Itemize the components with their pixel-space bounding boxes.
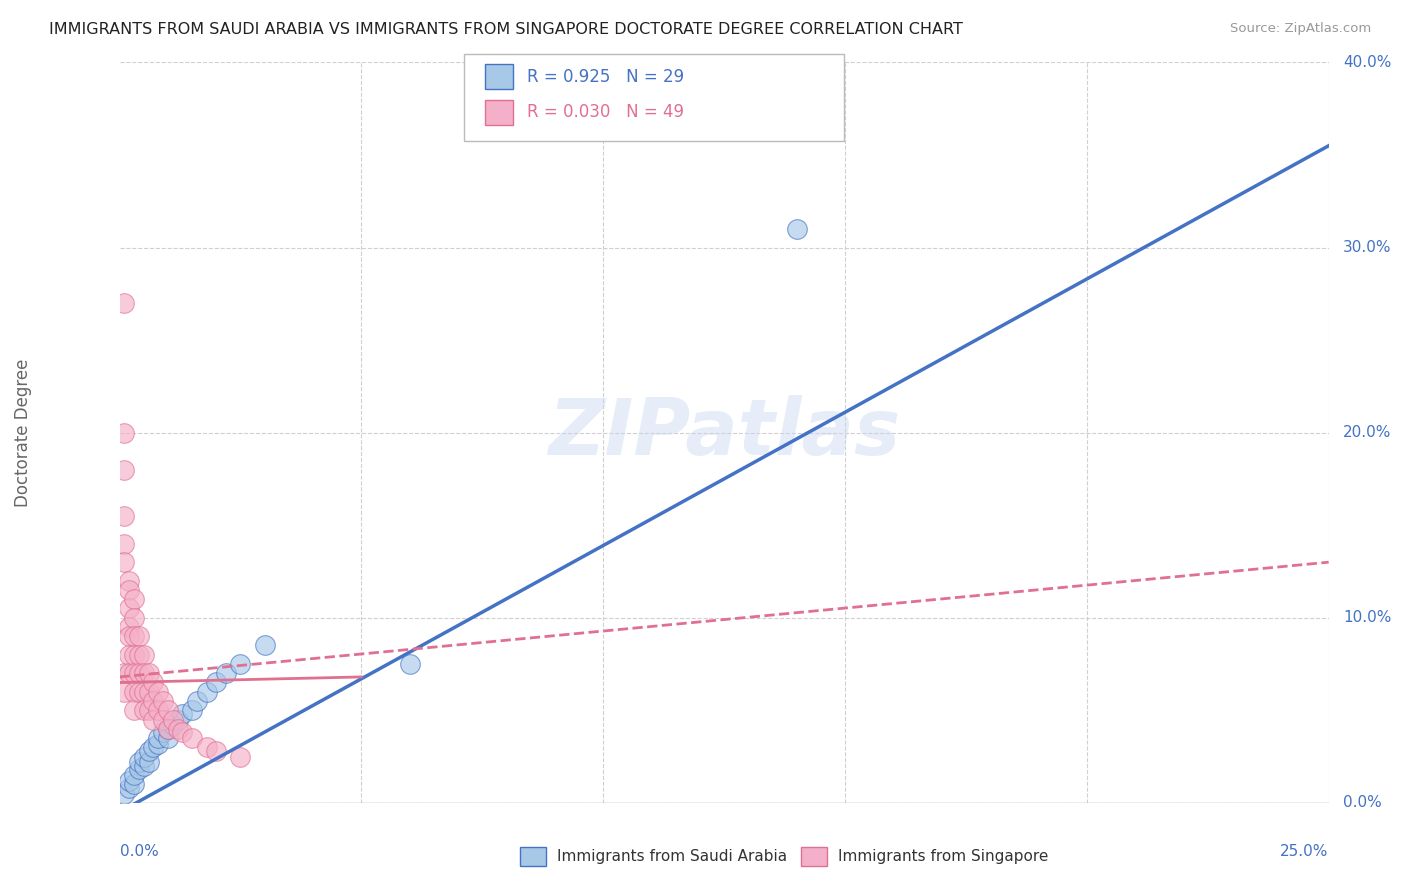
Point xyxy=(118,620,141,634)
Point xyxy=(138,666,160,681)
Point xyxy=(118,601,141,615)
Point xyxy=(112,685,135,699)
Text: Source: ZipAtlas.com: Source: ZipAtlas.com xyxy=(1230,22,1371,36)
Text: R = 0.030   N = 49: R = 0.030 N = 49 xyxy=(527,103,685,121)
Point xyxy=(181,703,204,717)
Point xyxy=(138,744,160,758)
Point xyxy=(229,657,252,671)
Point xyxy=(118,648,141,662)
Text: 20.0%: 20.0% xyxy=(1343,425,1392,440)
Point xyxy=(122,768,145,782)
Point xyxy=(148,731,170,745)
Point xyxy=(148,703,170,717)
Point xyxy=(253,639,276,653)
Point xyxy=(148,737,170,751)
Point xyxy=(122,685,145,699)
Point xyxy=(181,731,204,745)
Text: 25.0%: 25.0% xyxy=(1281,844,1329,858)
Point xyxy=(166,713,188,727)
Text: ZIPatlas: ZIPatlas xyxy=(548,394,900,471)
Point xyxy=(195,740,218,755)
Point xyxy=(112,537,135,551)
Point xyxy=(138,755,160,769)
Point xyxy=(152,713,174,727)
Point xyxy=(112,787,135,801)
Point xyxy=(162,718,184,732)
Point xyxy=(118,629,141,643)
Point xyxy=(128,648,150,662)
Text: Doctorate Degree: Doctorate Degree xyxy=(14,359,32,507)
Point xyxy=(156,731,179,745)
Point xyxy=(112,508,135,523)
Point xyxy=(128,763,150,777)
Text: Immigrants from Saudi Arabia: Immigrants from Saudi Arabia xyxy=(557,849,787,863)
Point xyxy=(172,706,194,721)
Point xyxy=(128,755,150,769)
Point xyxy=(195,685,218,699)
Point xyxy=(162,713,184,727)
Text: 10.0%: 10.0% xyxy=(1343,610,1392,625)
Point xyxy=(112,425,135,440)
Point xyxy=(142,740,165,755)
Point xyxy=(229,749,252,764)
Point xyxy=(205,675,228,690)
Point xyxy=(112,555,135,569)
Point xyxy=(112,666,135,681)
Point xyxy=(128,629,150,643)
Point xyxy=(128,685,150,699)
Point xyxy=(132,758,155,772)
Point xyxy=(122,629,145,643)
Point xyxy=(148,685,170,699)
Point xyxy=(122,703,145,717)
Text: 40.0%: 40.0% xyxy=(1343,55,1392,70)
Text: 0.0%: 0.0% xyxy=(120,844,159,858)
Point xyxy=(122,666,145,681)
Point xyxy=(152,694,174,708)
Point xyxy=(138,685,160,699)
Point xyxy=(112,296,135,310)
Point xyxy=(142,694,165,708)
Text: 30.0%: 30.0% xyxy=(1343,240,1392,255)
Point xyxy=(112,463,135,477)
Point xyxy=(132,648,155,662)
Text: R = 0.925   N = 29: R = 0.925 N = 29 xyxy=(527,68,685,86)
Point xyxy=(132,685,155,699)
Point xyxy=(156,703,179,717)
Point xyxy=(156,722,179,736)
Point xyxy=(118,582,141,597)
Point xyxy=(122,648,145,662)
Point xyxy=(122,592,145,607)
Point xyxy=(156,722,179,736)
Point xyxy=(132,666,155,681)
Point xyxy=(152,725,174,739)
Point xyxy=(215,666,238,681)
Point xyxy=(398,657,420,671)
Point xyxy=(142,675,165,690)
Point xyxy=(122,611,145,625)
Point xyxy=(118,666,141,681)
Point xyxy=(142,713,165,727)
Text: Immigrants from Singapore: Immigrants from Singapore xyxy=(838,849,1049,863)
Point xyxy=(132,703,155,717)
Point xyxy=(118,780,141,795)
Point xyxy=(205,744,228,758)
Text: IMMIGRANTS FROM SAUDI ARABIA VS IMMIGRANTS FROM SINGAPORE DOCTORATE DEGREE CORRE: IMMIGRANTS FROM SAUDI ARABIA VS IMMIGRAN… xyxy=(49,22,963,37)
Point xyxy=(118,574,141,588)
Point xyxy=(122,777,145,791)
Point xyxy=(786,222,808,236)
Point xyxy=(172,725,194,739)
Text: 0.0%: 0.0% xyxy=(1343,796,1382,810)
Point xyxy=(128,666,150,681)
Point xyxy=(186,694,208,708)
Point xyxy=(138,703,160,717)
Point xyxy=(132,749,155,764)
Point xyxy=(166,722,188,736)
Point xyxy=(118,773,141,788)
